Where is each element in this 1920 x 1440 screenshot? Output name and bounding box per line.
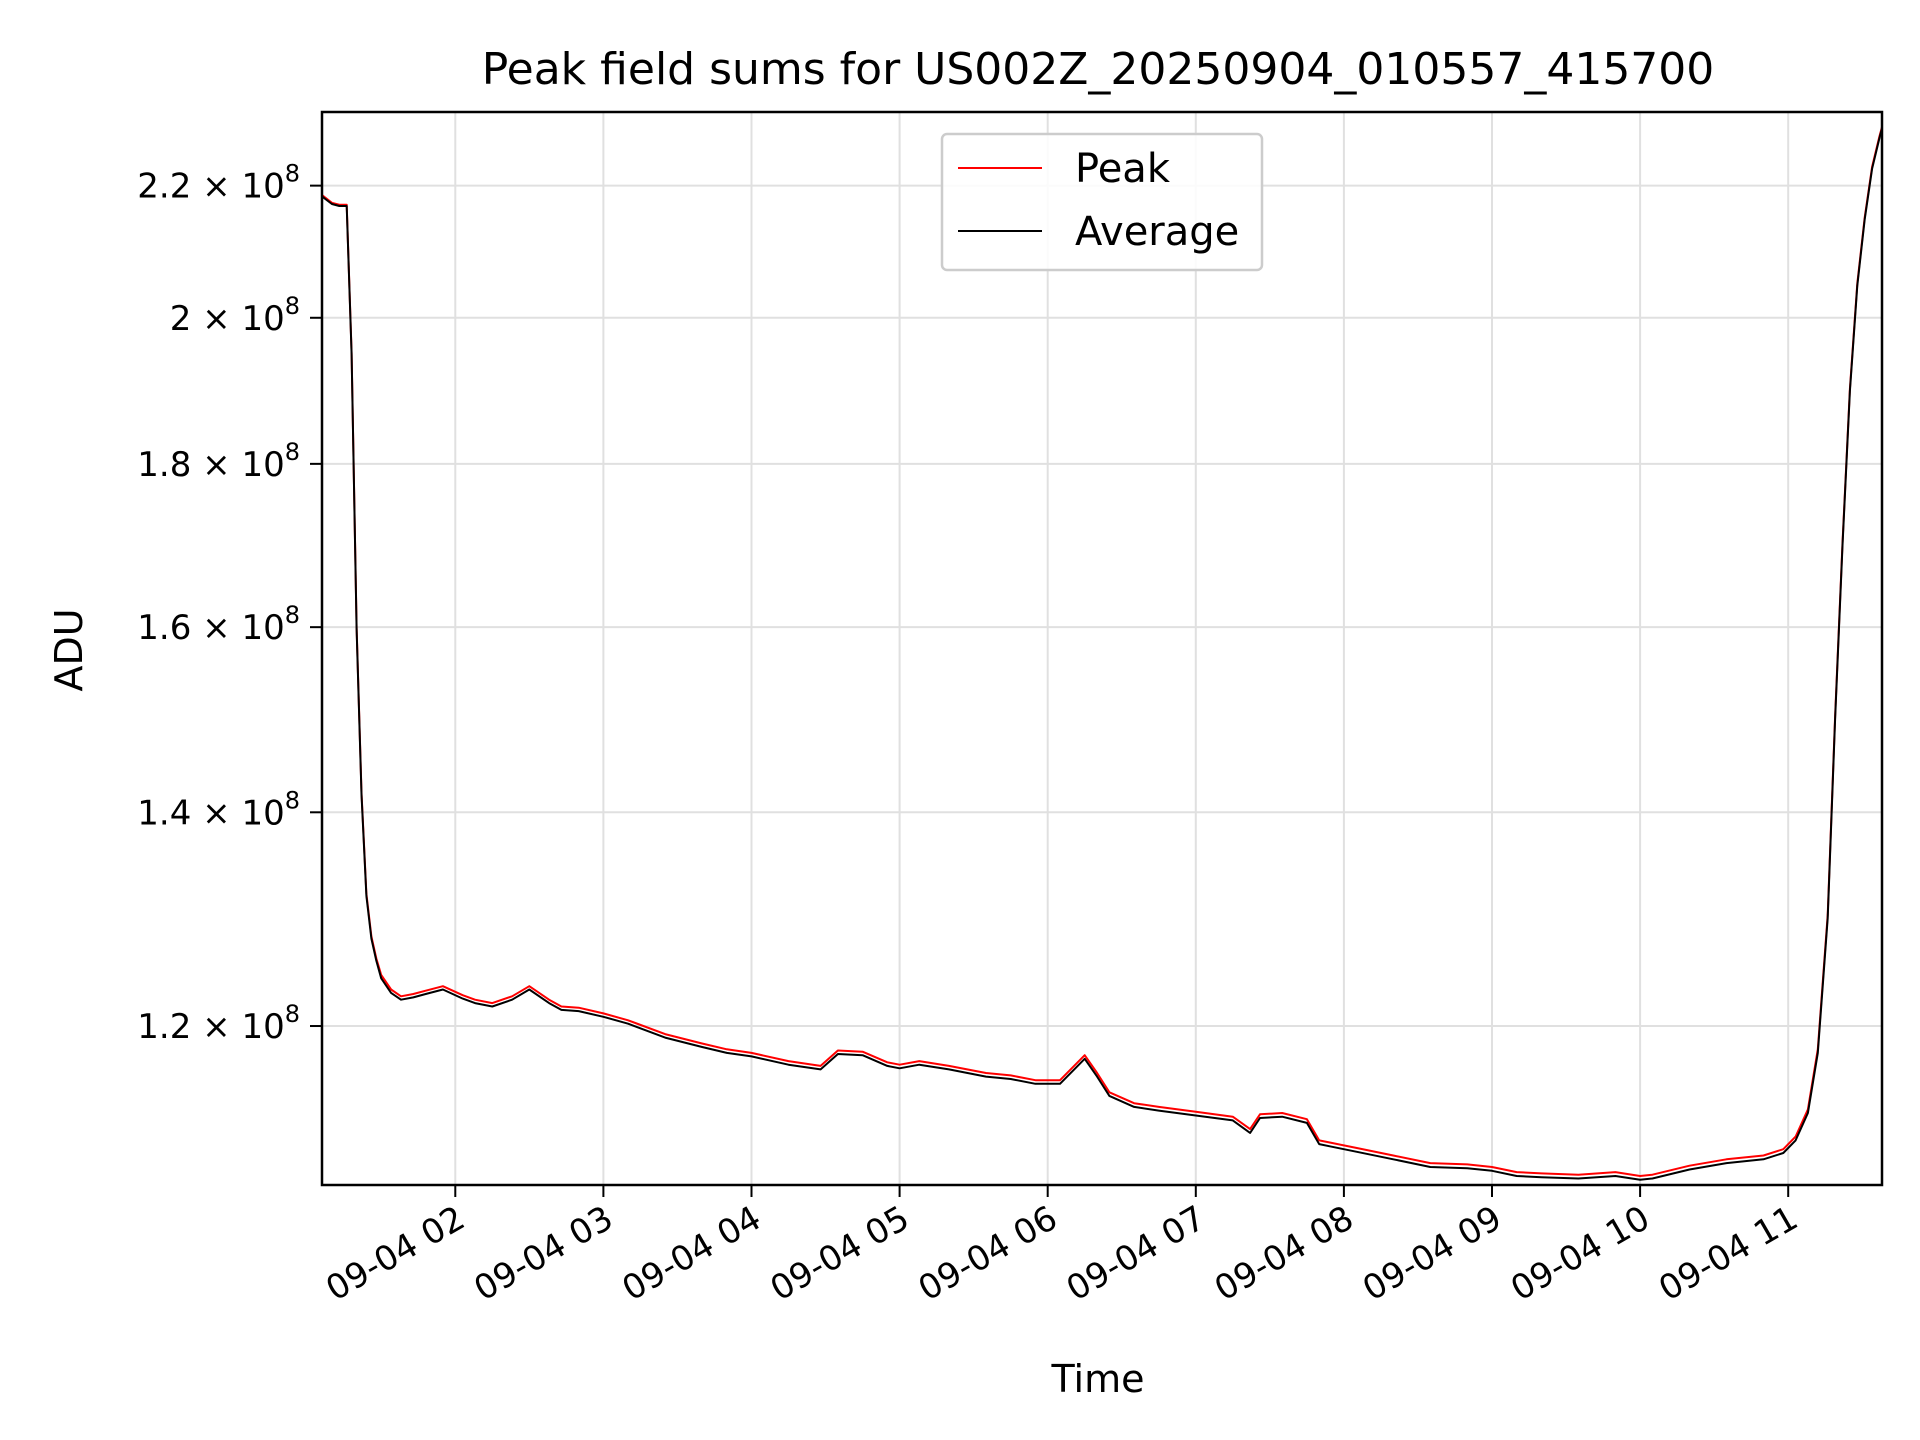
y-tick-exponent: 8 xyxy=(285,1000,300,1028)
y-tick-base: 10 xyxy=(241,1007,284,1047)
y-tick-label: 1.4 × 108 xyxy=(137,786,300,833)
y-tick-base: 10 xyxy=(241,793,284,833)
y-tick-label: 2.2 × 108 xyxy=(137,160,300,207)
y-tick-label: 1.6 × 108 xyxy=(137,601,300,648)
y-tick-exponent: 8 xyxy=(285,292,300,320)
y-tick-exponent: 8 xyxy=(285,438,300,466)
y-tick-times: × xyxy=(191,445,241,485)
grid xyxy=(322,112,1882,1185)
plot-frame xyxy=(320,110,1884,1187)
series-lines xyxy=(321,126,1883,1181)
y-tick-mantissa: 1.2 xyxy=(137,1007,191,1047)
y-tick-times: × xyxy=(191,299,241,339)
legend-label-average: Average xyxy=(1075,209,1239,255)
series-line-average xyxy=(321,127,1883,1181)
legend-label-peak: Peak xyxy=(1075,146,1171,192)
y-tick-exponent: 8 xyxy=(285,601,300,629)
y-tick-mantissa: 2 xyxy=(170,299,192,339)
y-tick-label: 1.2 × 108 xyxy=(137,1000,300,1047)
y-tick-label: 2 × 108 xyxy=(170,292,300,339)
y-axis-label: ADU xyxy=(47,608,91,691)
chart-title: Peak field sums for US002Z_20250904_0105… xyxy=(482,44,1715,95)
y-tick-base: 10 xyxy=(241,167,284,207)
y-tick-base: 10 xyxy=(241,299,284,339)
y-tick-base: 10 xyxy=(241,608,284,648)
series-line-peak xyxy=(321,126,1883,1177)
y-tick-exponent: 8 xyxy=(285,786,300,814)
y-tick-base: 10 xyxy=(241,445,284,485)
y-tick-mantissa: 1.4 xyxy=(137,793,191,833)
x-axis-label: Time xyxy=(1051,1357,1145,1401)
legend: Peak Average xyxy=(940,132,1264,272)
y-tick-exponent: 8 xyxy=(285,160,300,188)
y-tick-label: 1.8 × 108 xyxy=(137,438,300,485)
y-tick-mantissa: 1.6 xyxy=(137,608,191,648)
y-tick-mantissa: 1.8 xyxy=(137,445,191,485)
y-tick-mantissa: 2.2 xyxy=(137,167,191,207)
y-tick-times: × xyxy=(191,608,241,648)
y-tick-times: × xyxy=(191,1007,241,1047)
y-tick-times: × xyxy=(191,793,241,833)
y-tick-times: × xyxy=(191,167,241,207)
